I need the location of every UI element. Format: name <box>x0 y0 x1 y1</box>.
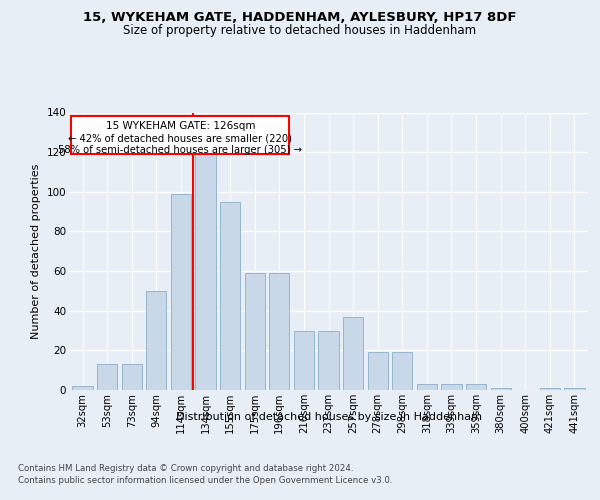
Bar <box>392 352 412 390</box>
Bar <box>565 388 584 390</box>
Bar <box>294 330 314 390</box>
Bar <box>368 352 388 390</box>
Bar <box>196 132 215 390</box>
Bar <box>171 194 191 390</box>
Text: ← 42% of detached houses are smaller (220): ← 42% of detached houses are smaller (22… <box>68 134 292 143</box>
Text: 15 WYKEHAM GATE: 126sqm: 15 WYKEHAM GATE: 126sqm <box>106 122 255 132</box>
Bar <box>442 384 461 390</box>
Bar <box>540 388 560 390</box>
Bar <box>97 364 117 390</box>
Text: Contains HM Land Registry data © Crown copyright and database right 2024.: Contains HM Land Registry data © Crown c… <box>18 464 353 473</box>
Bar <box>245 273 265 390</box>
Bar <box>269 273 289 390</box>
Text: 58% of semi-detached houses are larger (305) →: 58% of semi-detached houses are larger (… <box>58 145 302 155</box>
Bar <box>319 330 338 390</box>
Text: 15, WYKEHAM GATE, HADDENHAM, AYLESBURY, HP17 8DF: 15, WYKEHAM GATE, HADDENHAM, AYLESBURY, … <box>83 11 517 24</box>
FancyBboxPatch shape <box>71 116 289 154</box>
Text: Size of property relative to detached houses in Haddenham: Size of property relative to detached ho… <box>124 24 476 37</box>
Bar <box>466 384 486 390</box>
Bar <box>73 386 92 390</box>
Bar <box>146 291 166 390</box>
Text: Contains public sector information licensed under the Open Government Licence v3: Contains public sector information licen… <box>18 476 392 485</box>
Bar <box>417 384 437 390</box>
Bar <box>220 202 240 390</box>
Bar <box>491 388 511 390</box>
Text: Distribution of detached houses by size in Haddenham: Distribution of detached houses by size … <box>176 412 482 422</box>
Bar <box>122 364 142 390</box>
Bar <box>343 316 363 390</box>
Y-axis label: Number of detached properties: Number of detached properties <box>31 164 41 339</box>
